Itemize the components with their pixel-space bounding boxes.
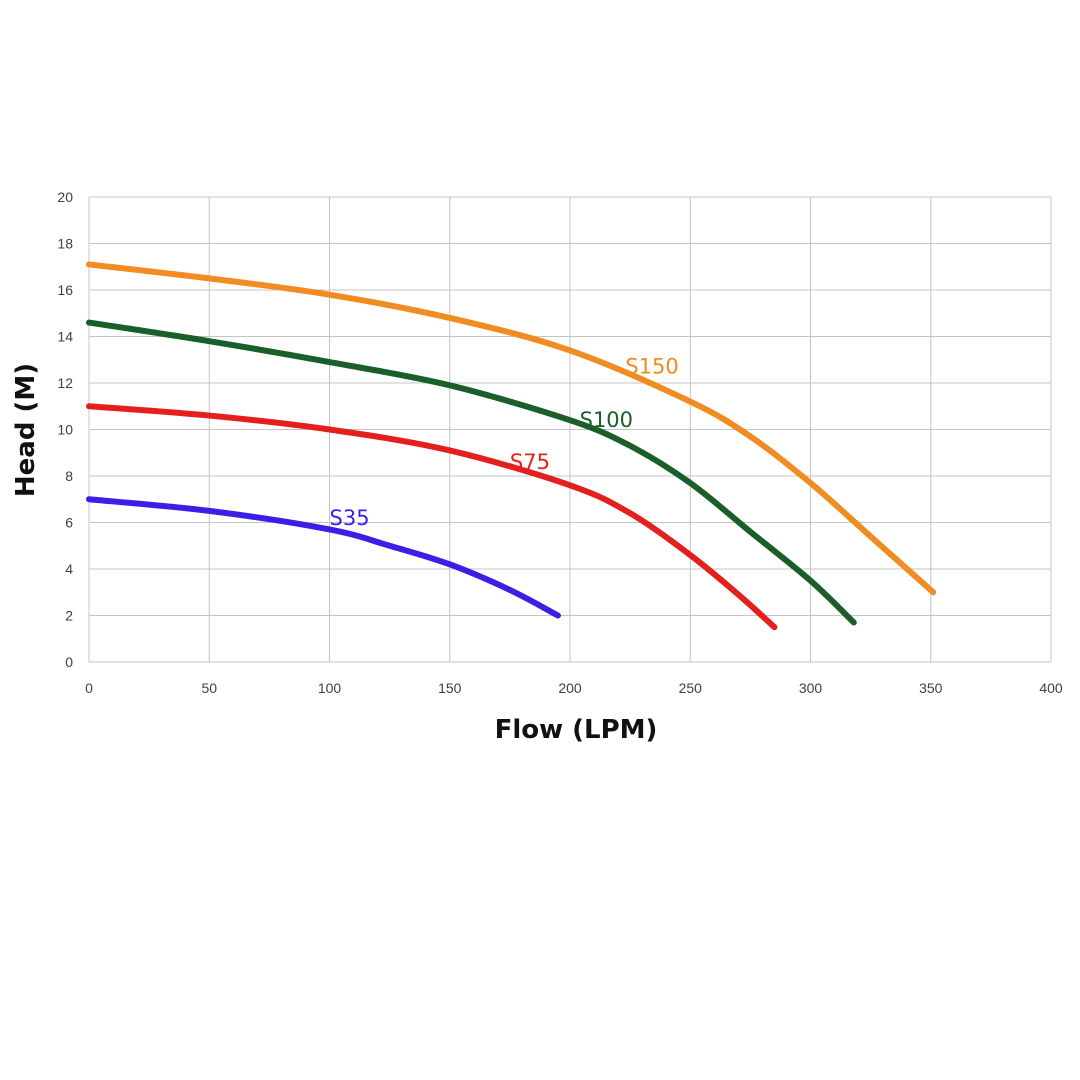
y-tick-label: 6	[65, 515, 73, 531]
x-tick-label: 0	[85, 680, 93, 696]
series-s35: S35	[86, 496, 561, 619]
series-line-s35	[86, 496, 561, 619]
y-tick-label: 2	[65, 608, 73, 624]
y-tick-label: 12	[57, 375, 73, 391]
series-s150: S150	[86, 261, 937, 596]
x-tick-label: 100	[318, 680, 342, 696]
y-tick-label: 0	[65, 654, 73, 670]
series-s75: S75	[86, 403, 778, 631]
y-axis-title: Head (M)	[11, 363, 41, 497]
x-tick-label: 250	[679, 680, 703, 696]
x-tick-label: 200	[558, 680, 582, 696]
y-tick-label: 20	[57, 189, 73, 205]
series-line-s150	[86, 261, 937, 596]
x-tick-label: 150	[438, 680, 462, 696]
y-tick-label: 4	[65, 561, 73, 577]
y-tick-label: 16	[57, 282, 73, 298]
y-tick-label: 8	[65, 468, 73, 484]
x-tick-label: 400	[1039, 680, 1063, 696]
series-label-s100: S100	[580, 408, 633, 432]
series-s100: S100	[86, 319, 857, 626]
series-label-s75: S75	[510, 450, 550, 474]
x-axis-title: Flow (LPM)	[495, 715, 658, 745]
x-axis-ticks: 0 50 100 150 200 250 300 350 400	[85, 680, 1063, 696]
y-tick-label: 10	[57, 422, 73, 438]
x-tick-label: 350	[919, 680, 943, 696]
y-tick-label: 14	[57, 329, 73, 345]
series-layer: S150 S100 S75 S35	[86, 261, 937, 631]
series-label-s150: S150	[625, 355, 678, 379]
y-tick-label: 18	[57, 236, 73, 252]
y-axis-ticks: 0 2 4 6 8 10 12 14 16 18 20	[57, 189, 73, 670]
x-tick-label: 300	[799, 680, 823, 696]
grid	[88, 196, 1052, 663]
series-label-s35: S35	[330, 506, 370, 530]
series-line-s100	[86, 319, 857, 626]
series-line-s75	[86, 403, 778, 631]
x-tick-label: 50	[201, 680, 217, 696]
